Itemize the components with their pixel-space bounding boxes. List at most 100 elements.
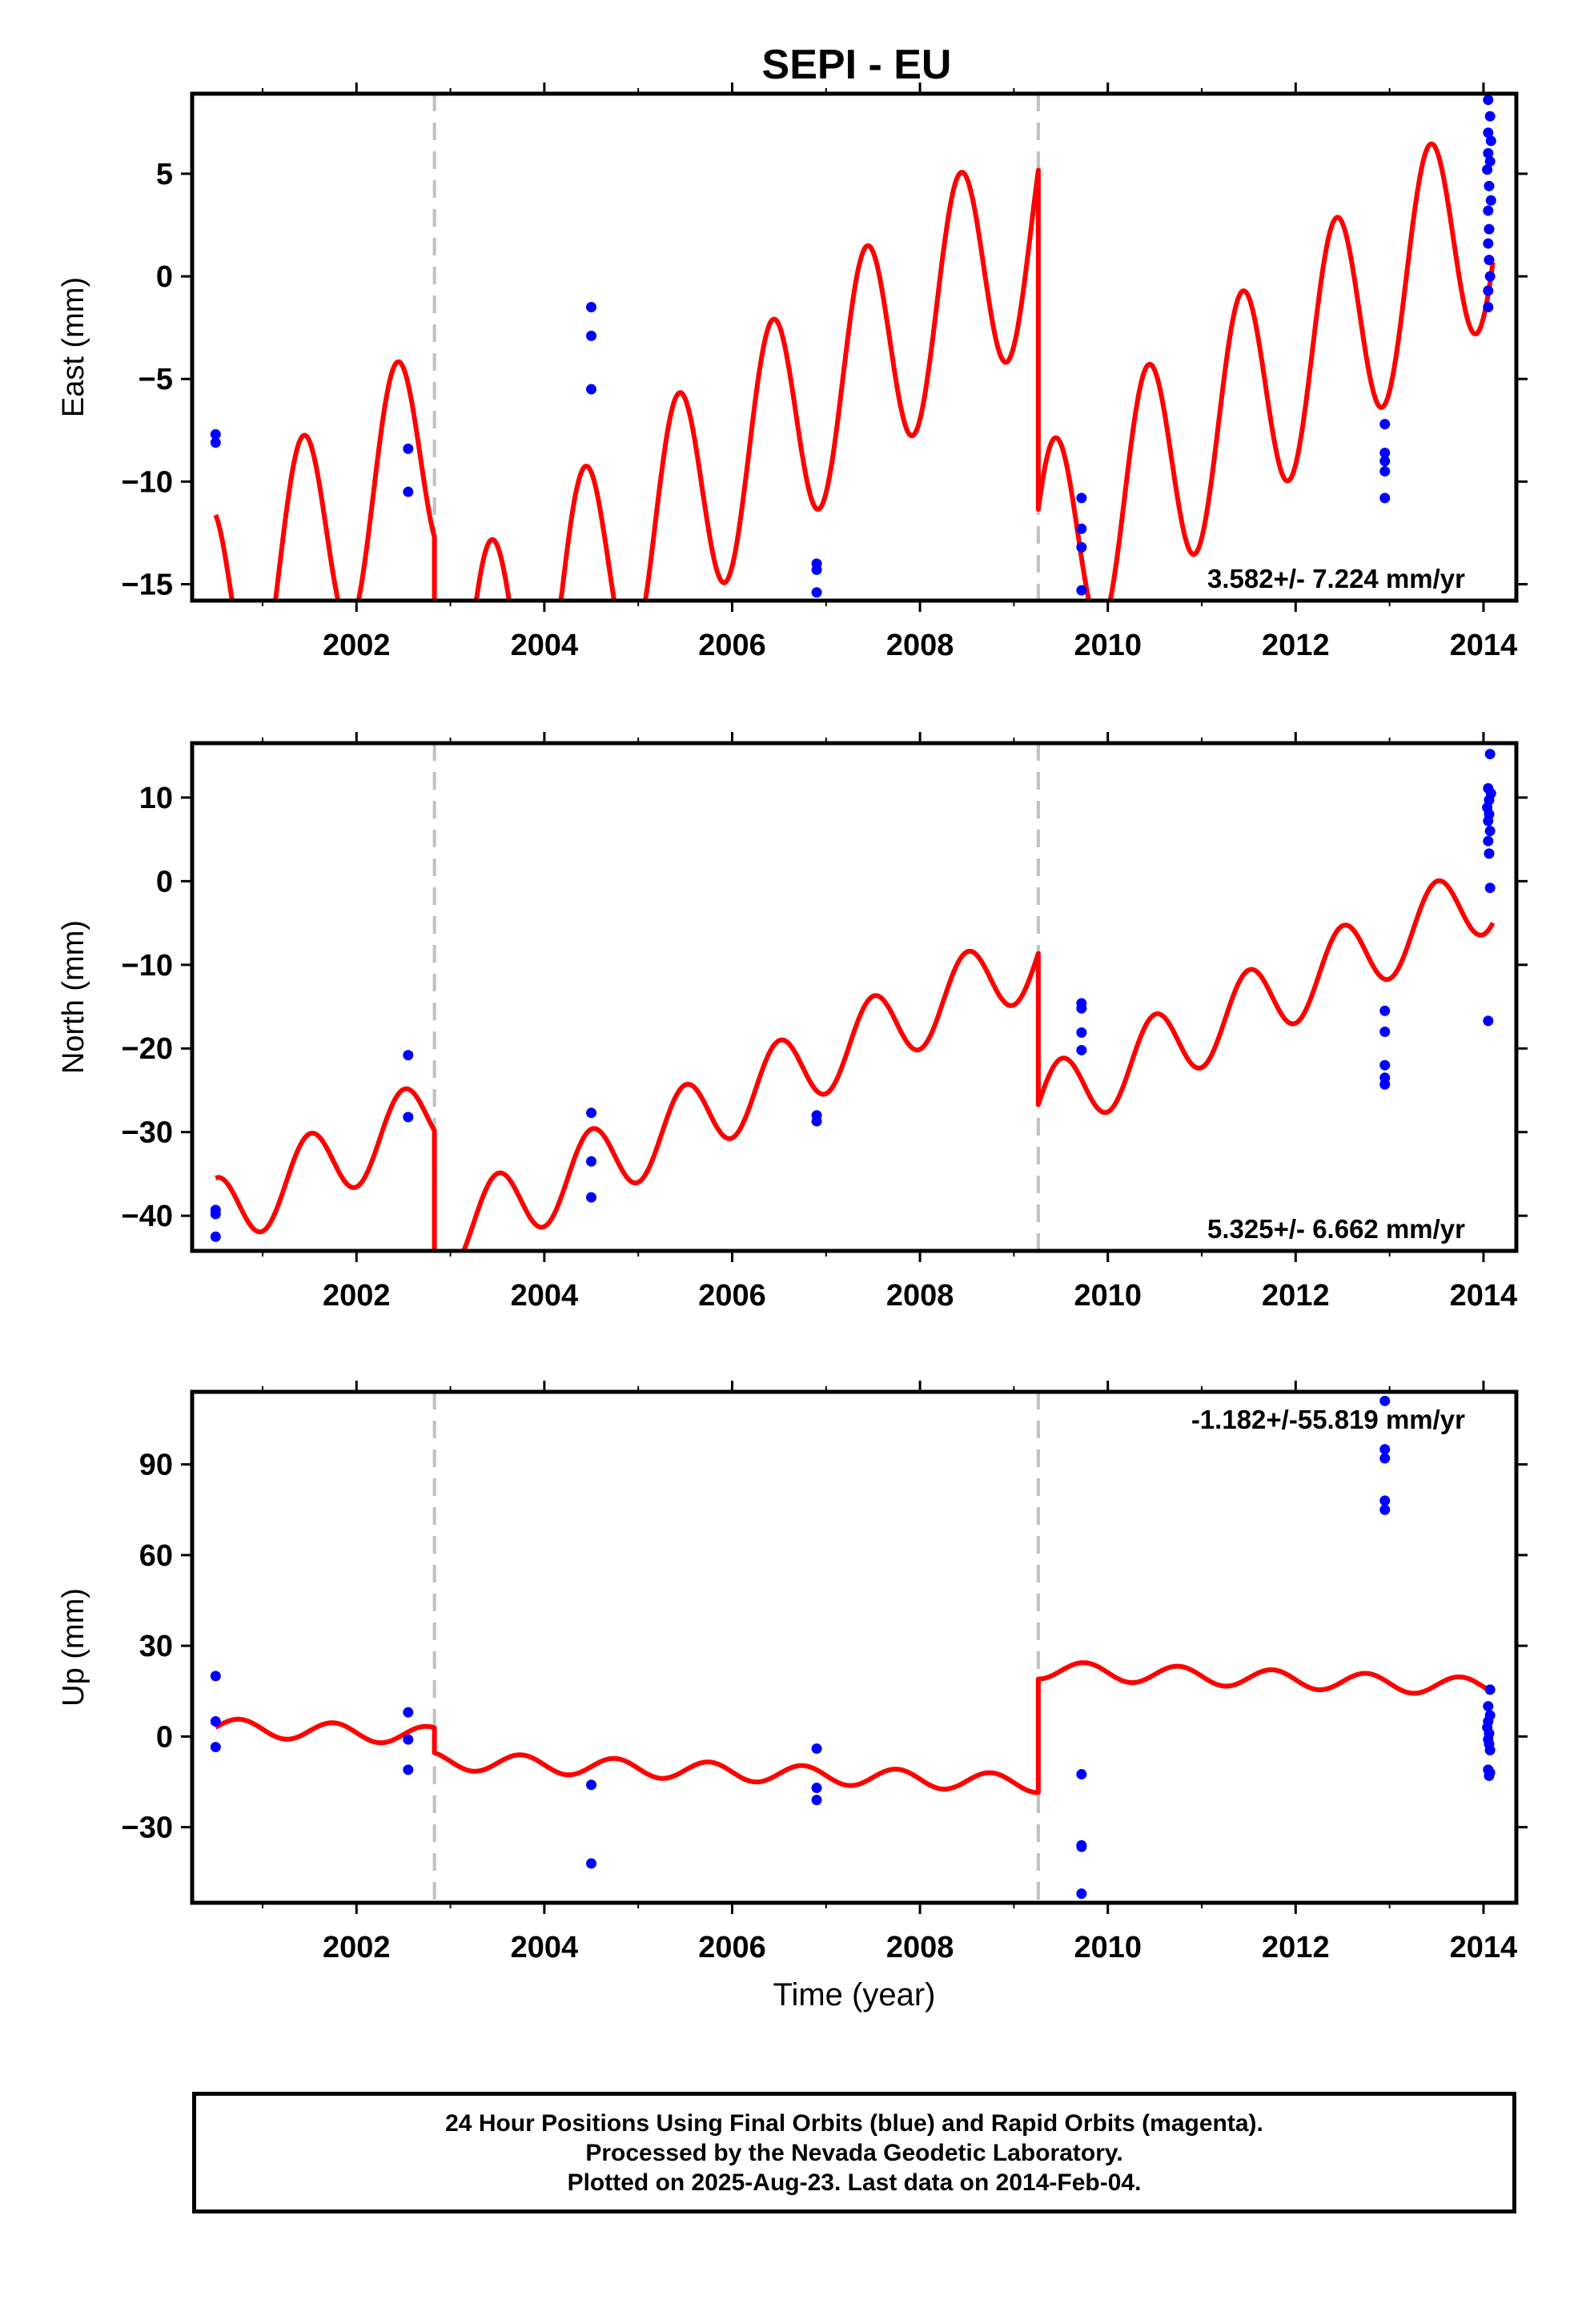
panel-up: 2002 2004 2006 2008 2010 2012 2014 −30 0 30 60 90 Up… xyxy=(57,1381,1528,1964)
data-point xyxy=(586,1779,597,1791)
plot-frame xyxy=(190,1389,1519,1905)
x-tick-label: 2012 xyxy=(1262,629,1330,662)
data-point xyxy=(1076,523,1087,534)
plot-frame xyxy=(190,91,1519,603)
data-point xyxy=(1484,848,1495,859)
data-point xyxy=(1379,1453,1391,1464)
data-point xyxy=(1482,164,1493,175)
data-point xyxy=(1076,1044,1087,1055)
x-tick-label: 2008 xyxy=(886,629,954,662)
data-point xyxy=(811,1783,822,1794)
data-point xyxy=(1483,1701,1494,1712)
x-tick-label: 2004 xyxy=(511,1931,579,1964)
data-point xyxy=(586,1156,597,1167)
data-point xyxy=(1483,147,1494,159)
data-point xyxy=(1483,205,1494,216)
y-tick-label: −5 xyxy=(139,363,173,396)
panel-east: 2002 2004 2006 2008 2010 2012 2014 −15 −10 −5 0 5 Ea… xyxy=(57,82,1528,662)
data-point xyxy=(210,1742,221,1753)
data-point xyxy=(210,1208,221,1220)
data-point xyxy=(1076,1841,1087,1852)
data-point xyxy=(1484,156,1496,167)
x-tick-label: 2014 xyxy=(1450,629,1518,662)
data-point xyxy=(1076,1027,1087,1038)
data-point xyxy=(1379,466,1391,477)
y-tick-label: −40 xyxy=(122,1200,173,1233)
y-tick-label: −30 xyxy=(122,1811,173,1845)
data-point xyxy=(1484,1770,1495,1781)
data-point xyxy=(1484,1684,1496,1695)
data-point xyxy=(586,1108,597,1119)
data-point xyxy=(1076,1888,1087,1900)
x-tick-label: 2006 xyxy=(698,1931,766,1964)
x-tick-label: 2010 xyxy=(1074,1931,1142,1964)
data-point xyxy=(1483,127,1494,139)
data-point xyxy=(811,1743,822,1754)
data-point xyxy=(403,486,414,497)
data-point xyxy=(403,1764,414,1775)
data-point xyxy=(1484,180,1495,191)
data-point xyxy=(811,565,822,576)
data-point xyxy=(1483,835,1494,846)
model-line xyxy=(213,141,1496,601)
data-point xyxy=(1379,1059,1391,1071)
x-tick-label: 2002 xyxy=(323,629,391,662)
x-tick-label: 2010 xyxy=(1074,629,1142,662)
y-tick-label: 0 xyxy=(156,260,173,294)
chart-title: SEPI - EU xyxy=(762,42,952,88)
x-tick-label: 2008 xyxy=(886,1279,954,1313)
y-tick-label: 90 xyxy=(139,1449,173,1482)
data-point xyxy=(1483,815,1494,826)
data-point xyxy=(1379,447,1391,458)
data-point xyxy=(1379,1026,1391,1037)
data-point xyxy=(1076,493,1087,504)
data-point xyxy=(403,443,414,454)
y-axis-label: Up (mm) xyxy=(57,1588,90,1707)
data-point xyxy=(1483,285,1494,296)
x-tick-label: 2014 xyxy=(1450,1931,1518,1964)
panel-north: 2002 2004 2006 2008 2010 2012 2014 −40 −30 −20 −10… xyxy=(57,732,1528,1313)
data-point xyxy=(1076,541,1087,553)
data-point xyxy=(1484,1744,1496,1755)
data-point xyxy=(586,302,597,313)
data-point xyxy=(586,330,597,341)
data-point xyxy=(210,1671,221,1682)
data-point xyxy=(1076,1769,1087,1780)
data-point xyxy=(403,1112,414,1123)
y-tick-label: 0 xyxy=(156,1720,173,1754)
x-tick-label: 2004 xyxy=(511,1279,579,1313)
data-point xyxy=(1379,1504,1391,1515)
data-point xyxy=(1484,223,1495,235)
x-tick-label: 2002 xyxy=(323,1931,391,1964)
data-point xyxy=(1379,1079,1391,1090)
data-point xyxy=(1483,94,1494,106)
y-tick-label: −15 xyxy=(122,568,173,601)
data-point xyxy=(811,587,822,598)
data-point xyxy=(1076,1003,1087,1014)
y-tick-label: −10 xyxy=(122,465,173,499)
data-point xyxy=(210,1231,221,1242)
x-tick-label: 2012 xyxy=(1262,1931,1330,1964)
data-point xyxy=(1483,1015,1494,1027)
data-point xyxy=(1485,135,1496,147)
model-line xyxy=(213,878,1496,1251)
y-tick-label: −20 xyxy=(122,1032,173,1066)
footer-line-2: Processed by the Nevada Geodetic Laborat… xyxy=(585,2139,1123,2166)
data-point xyxy=(586,1192,597,1203)
data-point xyxy=(1484,271,1496,282)
x-tick-label: 2006 xyxy=(698,629,766,662)
data-point xyxy=(1379,1005,1391,1016)
y-tick-label: −30 xyxy=(122,1116,173,1150)
y-axis-label: North (mm) xyxy=(57,920,90,1074)
data-point xyxy=(1379,493,1391,504)
data-point xyxy=(1483,302,1494,313)
x-tick-label: 2010 xyxy=(1074,1279,1142,1313)
rate-label: -1.182+/-55.819 mm/yr xyxy=(1191,1405,1465,1434)
data-point xyxy=(586,1858,597,1869)
data-point xyxy=(403,1050,414,1061)
x-tick-label: 2012 xyxy=(1262,1279,1330,1313)
data-point xyxy=(811,1795,822,1806)
data-point xyxy=(1076,585,1087,596)
data-point xyxy=(1379,1444,1391,1455)
